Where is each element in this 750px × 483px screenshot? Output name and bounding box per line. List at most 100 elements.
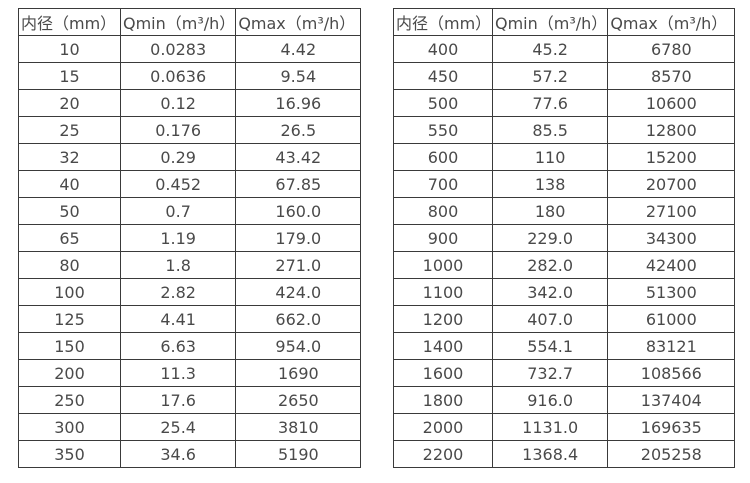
table-row: 350 34.6 5190 [18, 440, 362, 468]
diameter-cell: 20 [18, 89, 121, 117]
qmin-cell: 342.0 [491, 278, 609, 306]
qmax-cell: 9.54 [235, 62, 362, 90]
qmax-cell: 108566 [607, 359, 736, 387]
table-row: 15 0.0636 9.54 [18, 62, 362, 90]
diameter-cell: 32 [18, 143, 121, 171]
qmax-cell: 4.42 [235, 35, 362, 63]
table-row: 450 57.2 8570 [393, 62, 736, 90]
diameter-cell: 1600 [393, 359, 493, 387]
diameter-cell: 1200 [393, 305, 493, 333]
table-row: 1100 342.0 51300 [393, 278, 736, 306]
qmax-cell: 424.0 [235, 278, 362, 306]
diameter-cell: 150 [18, 332, 121, 360]
qmax-cell: 271.0 [235, 251, 362, 279]
qmin-cell: 0.12 [119, 89, 237, 117]
table-row: 800 180 27100 [393, 197, 736, 225]
diameter-cell: 1800 [393, 386, 493, 414]
table-row: 1400 554.1 83121 [393, 332, 736, 360]
col-header-diameter: 内径（mm） [18, 8, 121, 36]
qmax-cell: 3810 [235, 413, 362, 441]
qmin-cell: 0.0636 [119, 62, 237, 90]
qmin-cell: 110 [491, 143, 609, 171]
diameter-cell: 600 [393, 143, 493, 171]
table-body: 10 0.0283 4.42 15 0.0636 9.54 20 0.12 16.96 25 0.1… [18, 35, 362, 468]
qmax-cell: 34300 [607, 224, 736, 252]
qmax-cell: 8570 [607, 62, 736, 90]
diameter-cell: 2200 [393, 440, 493, 468]
qmax-cell: 5190 [235, 440, 362, 468]
qmax-cell: 51300 [607, 278, 736, 306]
qmin-cell: 916.0 [491, 386, 609, 414]
diameter-cell: 1000 [393, 251, 493, 279]
diameter-cell: 500 [393, 89, 493, 117]
qmin-cell: 180 [491, 197, 609, 225]
qmax-cell: 15200 [607, 143, 736, 171]
table-row: 150 6.63 954.0 [18, 332, 362, 360]
table-row: 900 229.0 34300 [393, 224, 736, 252]
diameter-cell: 80 [18, 251, 121, 279]
qmin-cell: 57.2 [491, 62, 609, 90]
diameter-cell: 40 [18, 170, 121, 198]
table-row: 80 1.8 271.0 [18, 251, 362, 279]
qmax-cell: 160.0 [235, 197, 362, 225]
qmin-cell: 282.0 [491, 251, 609, 279]
diameter-cell: 10 [18, 35, 121, 63]
flow-table-large-diameters: 内径（mm） Qmin（m³/h） Qmax（m³/h） 400 45.2 6780… [393, 8, 736, 468]
header-row: 内径（mm） Qmin（m³/h） Qmax（m³/h） [393, 8, 736, 36]
col-header-qmax: Qmax（m³/h） [235, 8, 362, 36]
qmax-cell: 26.5 [235, 116, 362, 144]
diameter-cell: 1100 [393, 278, 493, 306]
col-header-qmin: Qmin（m³/h） [119, 8, 237, 36]
diameter-cell: 50 [18, 197, 121, 225]
table-row: 500 77.6 10600 [393, 89, 736, 117]
qmax-cell: 42400 [607, 251, 736, 279]
qmin-cell: 732.7 [491, 359, 609, 387]
qmax-cell: 12800 [607, 116, 736, 144]
qmin-cell: 229.0 [491, 224, 609, 252]
table-row: 550 85.5 12800 [393, 116, 736, 144]
qmin-cell: 34.6 [119, 440, 237, 468]
qmax-cell: 61000 [607, 305, 736, 333]
diameter-cell: 800 [393, 197, 493, 225]
table-row: 20 0.12 16.96 [18, 89, 362, 117]
qmax-cell: 954.0 [235, 332, 362, 360]
table-row: 200 11.3 1690 [18, 359, 362, 387]
table-row: 65 1.19 179.0 [18, 224, 362, 252]
qmin-cell: 0.29 [119, 143, 237, 171]
diameter-cell: 100 [18, 278, 121, 306]
table-row: 25 0.176 26.5 [18, 116, 362, 144]
qmin-cell: 45.2 [491, 35, 609, 63]
table-row: 1200 407.0 61000 [393, 305, 736, 333]
qmin-cell: 77.6 [491, 89, 609, 117]
table-row: 32 0.29 43.42 [18, 143, 362, 171]
qmin-cell: 1131.0 [491, 413, 609, 441]
diameter-cell: 65 [18, 224, 121, 252]
qmax-cell: 662.0 [235, 305, 362, 333]
diameter-cell: 200 [18, 359, 121, 387]
diameter-cell: 2000 [393, 413, 493, 441]
table-row: 50 0.7 160.0 [18, 197, 362, 225]
qmax-cell: 205258 [607, 440, 736, 468]
col-header-qmin: Qmin（m³/h） [491, 8, 609, 36]
diameter-cell: 700 [393, 170, 493, 198]
col-header-diameter: 内径（mm） [393, 8, 493, 36]
qmin-cell: 407.0 [491, 305, 609, 333]
table-row: 1000 282.0 42400 [393, 251, 736, 279]
flow-table-small-diameters: 内径（mm） Qmin（m³/h） Qmax（m³/h） 10 0.0283 4.4… [18, 8, 362, 468]
qmax-cell: 10600 [607, 89, 736, 117]
table-row: 40 0.452 67.85 [18, 170, 362, 198]
qmin-cell: 554.1 [491, 332, 609, 360]
qmax-cell: 83121 [607, 332, 736, 360]
diameter-cell: 300 [18, 413, 121, 441]
table-row: 250 17.6 2650 [18, 386, 362, 414]
diameter-cell: 15 [18, 62, 121, 90]
table-body: 400 45.2 6780 450 57.2 8570 500 77.6 10600 550 85.… [393, 35, 736, 468]
qmax-cell: 179.0 [235, 224, 362, 252]
qmax-cell: 27100 [607, 197, 736, 225]
diameter-cell: 900 [393, 224, 493, 252]
diameter-cell: 25 [18, 116, 121, 144]
qmin-cell: 0.176 [119, 116, 237, 144]
qmax-cell: 67.85 [235, 170, 362, 198]
qmin-cell: 1368.4 [491, 440, 609, 468]
